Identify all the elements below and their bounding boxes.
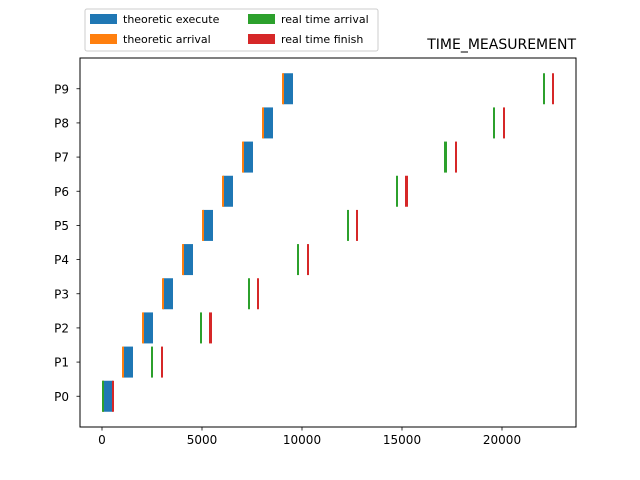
y-tick-label: P5	[54, 219, 69, 233]
bar-real-time-arrival-P7	[444, 141, 447, 173]
y-tick-label: P7	[54, 151, 69, 165]
bar-real-time-arrival-P5	[347, 209, 349, 241]
bar-theoretic-arrival-P4	[182, 244, 184, 276]
x-tick-label: 15000	[383, 433, 421, 447]
bar-real-time-arrival-P2	[200, 312, 202, 344]
chart-title: TIME_MEASUREMENT	[426, 37, 576, 53]
legend-label-real-time-arrival: real time arrival	[281, 13, 369, 26]
bar-real-time-finish-P9	[552, 73, 554, 105]
x-tick-label: 0	[98, 433, 106, 447]
legend-swatch-theoretic-arrival	[90, 34, 117, 44]
y-tick-label: P0	[54, 390, 69, 404]
bar-real-time-finish-P6	[405, 175, 408, 207]
bar-real-time-arrival-P1	[151, 346, 153, 378]
bar-theoretic-execute-P8	[263, 107, 273, 139]
y-tick-label: P6	[54, 185, 69, 199]
y-tick-label: P1	[54, 356, 69, 370]
bar-real-time-finish-P1	[161, 346, 163, 378]
bar-real-time-arrival-P4	[297, 244, 299, 276]
bar-theoretic-execute-P3	[163, 278, 173, 310]
legend: theoretic execute theoretic arrival real t…	[84, 8, 379, 52]
bar-real-time-finish-P2	[209, 312, 212, 344]
bar-real-time-arrival-P3	[248, 278, 250, 310]
bar-real-time-arrival-P8	[493, 107, 495, 139]
bar-real-time-finish-P8	[503, 107, 505, 139]
x-tick-label: 5000	[187, 433, 218, 447]
bar-theoretic-execute-P6	[223, 175, 233, 207]
legend-swatch-real-time-finish	[248, 34, 275, 44]
x-tick-label: 20000	[483, 433, 521, 447]
bar-theoretic-arrival-P2	[142, 312, 144, 344]
bar-real-time-finish-P5	[356, 209, 358, 241]
y-tick-label: P8	[54, 116, 69, 130]
legend-label-theoretic-arrival: theoretic arrival	[123, 33, 211, 46]
legend-swatch-theoretic-execute	[90, 14, 117, 24]
y-tick-label: P3	[54, 287, 69, 301]
bar-theoretic-arrival-P6	[222, 175, 224, 207]
ticks-layer: 0 5000 10000 15000 20000 P0 P1 P2 P3 P4 P5 P6 P7 P8 P9	[54, 82, 521, 447]
x-tick-label: 10000	[283, 433, 321, 447]
bar-theoretic-arrival-P1	[122, 346, 124, 378]
legend-label-real-time-finish: real time finish	[281, 33, 363, 46]
bar-theoretic-arrival-P9	[282, 73, 284, 105]
bar-real-time-arrival-P0	[102, 380, 104, 412]
bar-theoretic-execute-P9	[283, 73, 293, 105]
bar-theoretic-execute-P7	[243, 141, 253, 173]
axes-frame	[79, 57, 577, 428]
bar-theoretic-arrival-P8	[262, 107, 264, 139]
bar-real-time-finish-P7	[455, 141, 457, 173]
bar-theoretic-arrival-P5	[202, 209, 204, 241]
bar-theoretic-execute-P1	[123, 346, 133, 378]
legend-frame	[84, 8, 379, 52]
legend-swatch-real-time-arrival	[248, 14, 275, 24]
legend-label-theoretic-execute: theoretic execute	[123, 13, 220, 26]
bar-real-time-finish-P3	[257, 278, 259, 310]
bars-layer	[102, 73, 554, 412]
bar-real-time-finish-P0	[112, 380, 114, 412]
y-tick-label: P2	[54, 321, 69, 335]
bar-real-time-finish-P4	[307, 244, 309, 276]
bar-theoretic-execute-P0	[103, 380, 113, 412]
legend-entries: theoretic execute theoretic arrival real t…	[90, 13, 369, 46]
bar-theoretic-execute-P5	[203, 209, 213, 241]
bar-theoretic-execute-P4	[183, 244, 193, 276]
y-tick-label: P9	[54, 82, 69, 96]
y-tick-label: P4	[54, 253, 69, 267]
bar-theoretic-arrival-P7	[242, 141, 244, 173]
bar-real-time-arrival-P6	[396, 175, 398, 207]
bar-theoretic-execute-P2	[143, 312, 153, 344]
bar-theoretic-arrival-P3	[162, 278, 164, 310]
bar-real-time-arrival-P9	[543, 73, 545, 105]
